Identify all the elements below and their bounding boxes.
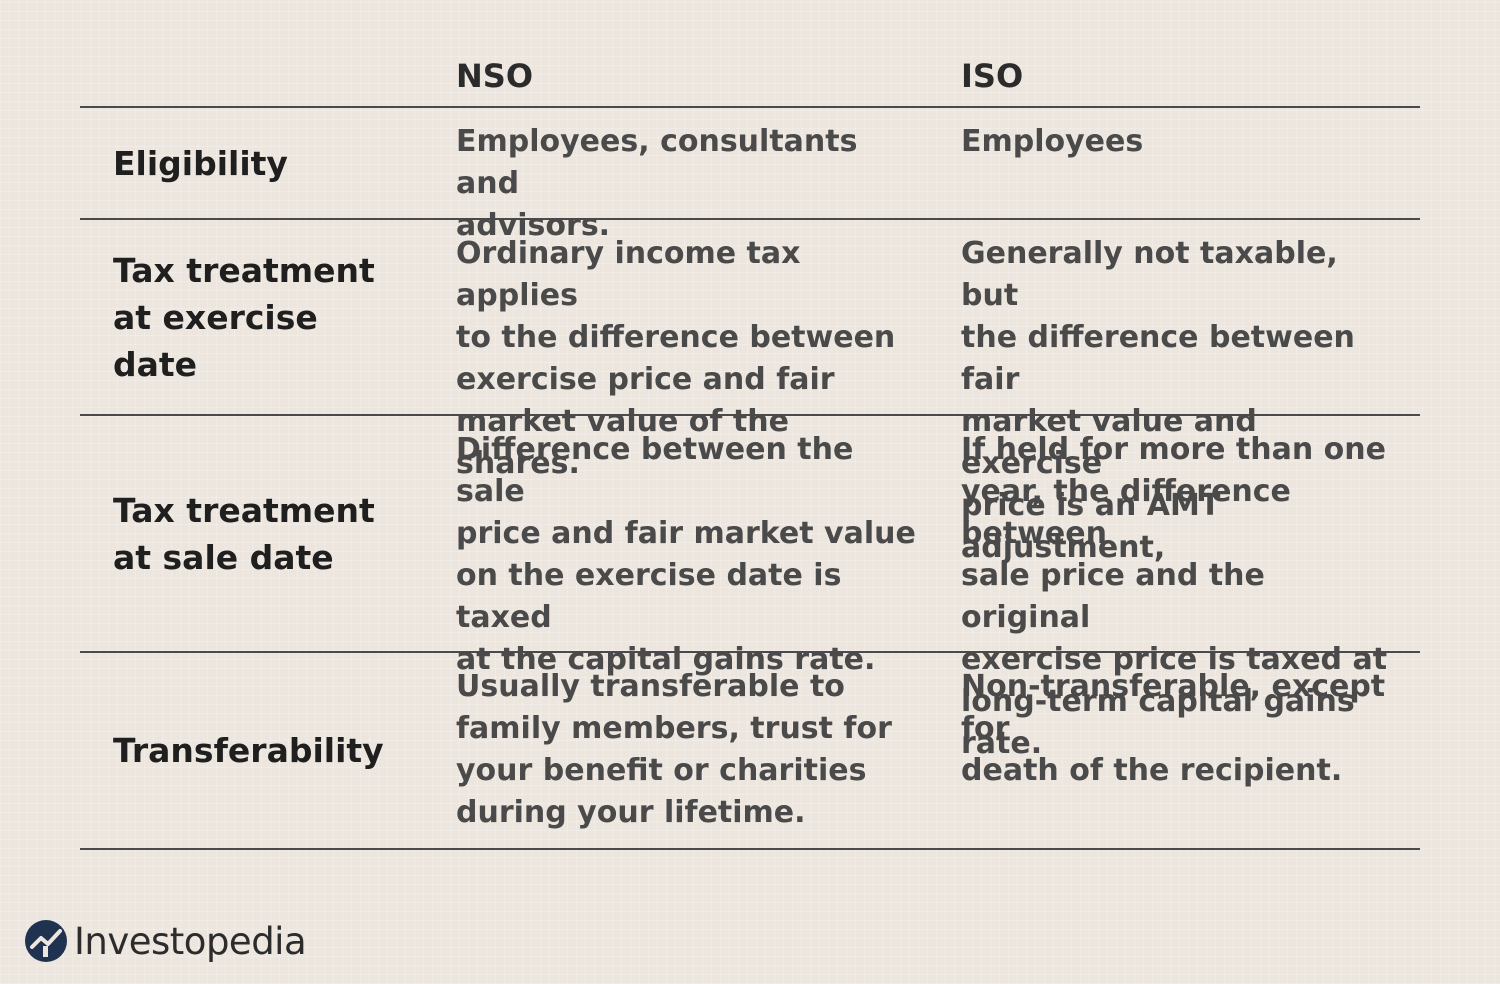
cell-transferability-iso: Non-transferable, except for death of th… [961, 669, 1386, 788]
row-label-transferability: Transferability [113, 653, 413, 848]
row-label-text: Tax treatment at exercise date [113, 250, 375, 384]
column-header-iso: ISO [961, 57, 1024, 95]
row-label-eligibility: Eligibility [113, 108, 413, 218]
header-divider [80, 106, 1420, 108]
investopedia-logo: Investopedia [24, 918, 307, 964]
row-label-text: Tax treatment at sale date [113, 490, 375, 577]
table-bottom-divider [80, 848, 1420, 850]
cell-sale-iso: If held for more than one year, the diff… [961, 432, 1388, 761]
column-header-nso: NSO [456, 57, 534, 95]
cell-sale-nso: Difference between the sale price and fa… [456, 432, 916, 677]
cell-exercise-iso: Generally not taxable, but the differenc… [961, 236, 1355, 565]
cell-exercise-nso: Ordinary income tax applies to the diffe… [456, 236, 896, 481]
row-divider [80, 218, 1420, 220]
row-label-exercise-date: Tax treatment at exercise date [113, 220, 413, 414]
cell-eligibility-nso: Employees, consultants and advisors. [456, 124, 858, 243]
brand-name: Investopedia [74, 919, 307, 963]
row-divider [80, 414, 1420, 416]
cell-transferability-nso: Usually transferable to family members, … [456, 669, 892, 830]
row-label-text: Eligibility [113, 143, 288, 183]
row-label-sale-date: Tax treatment at sale date [113, 416, 413, 651]
investopedia-logo-icon [25, 920, 67, 962]
row-divider [80, 651, 1420, 653]
row-label-text: Transferability [113, 731, 384, 770]
cell-eligibility-iso: Employees [961, 124, 1144, 159]
